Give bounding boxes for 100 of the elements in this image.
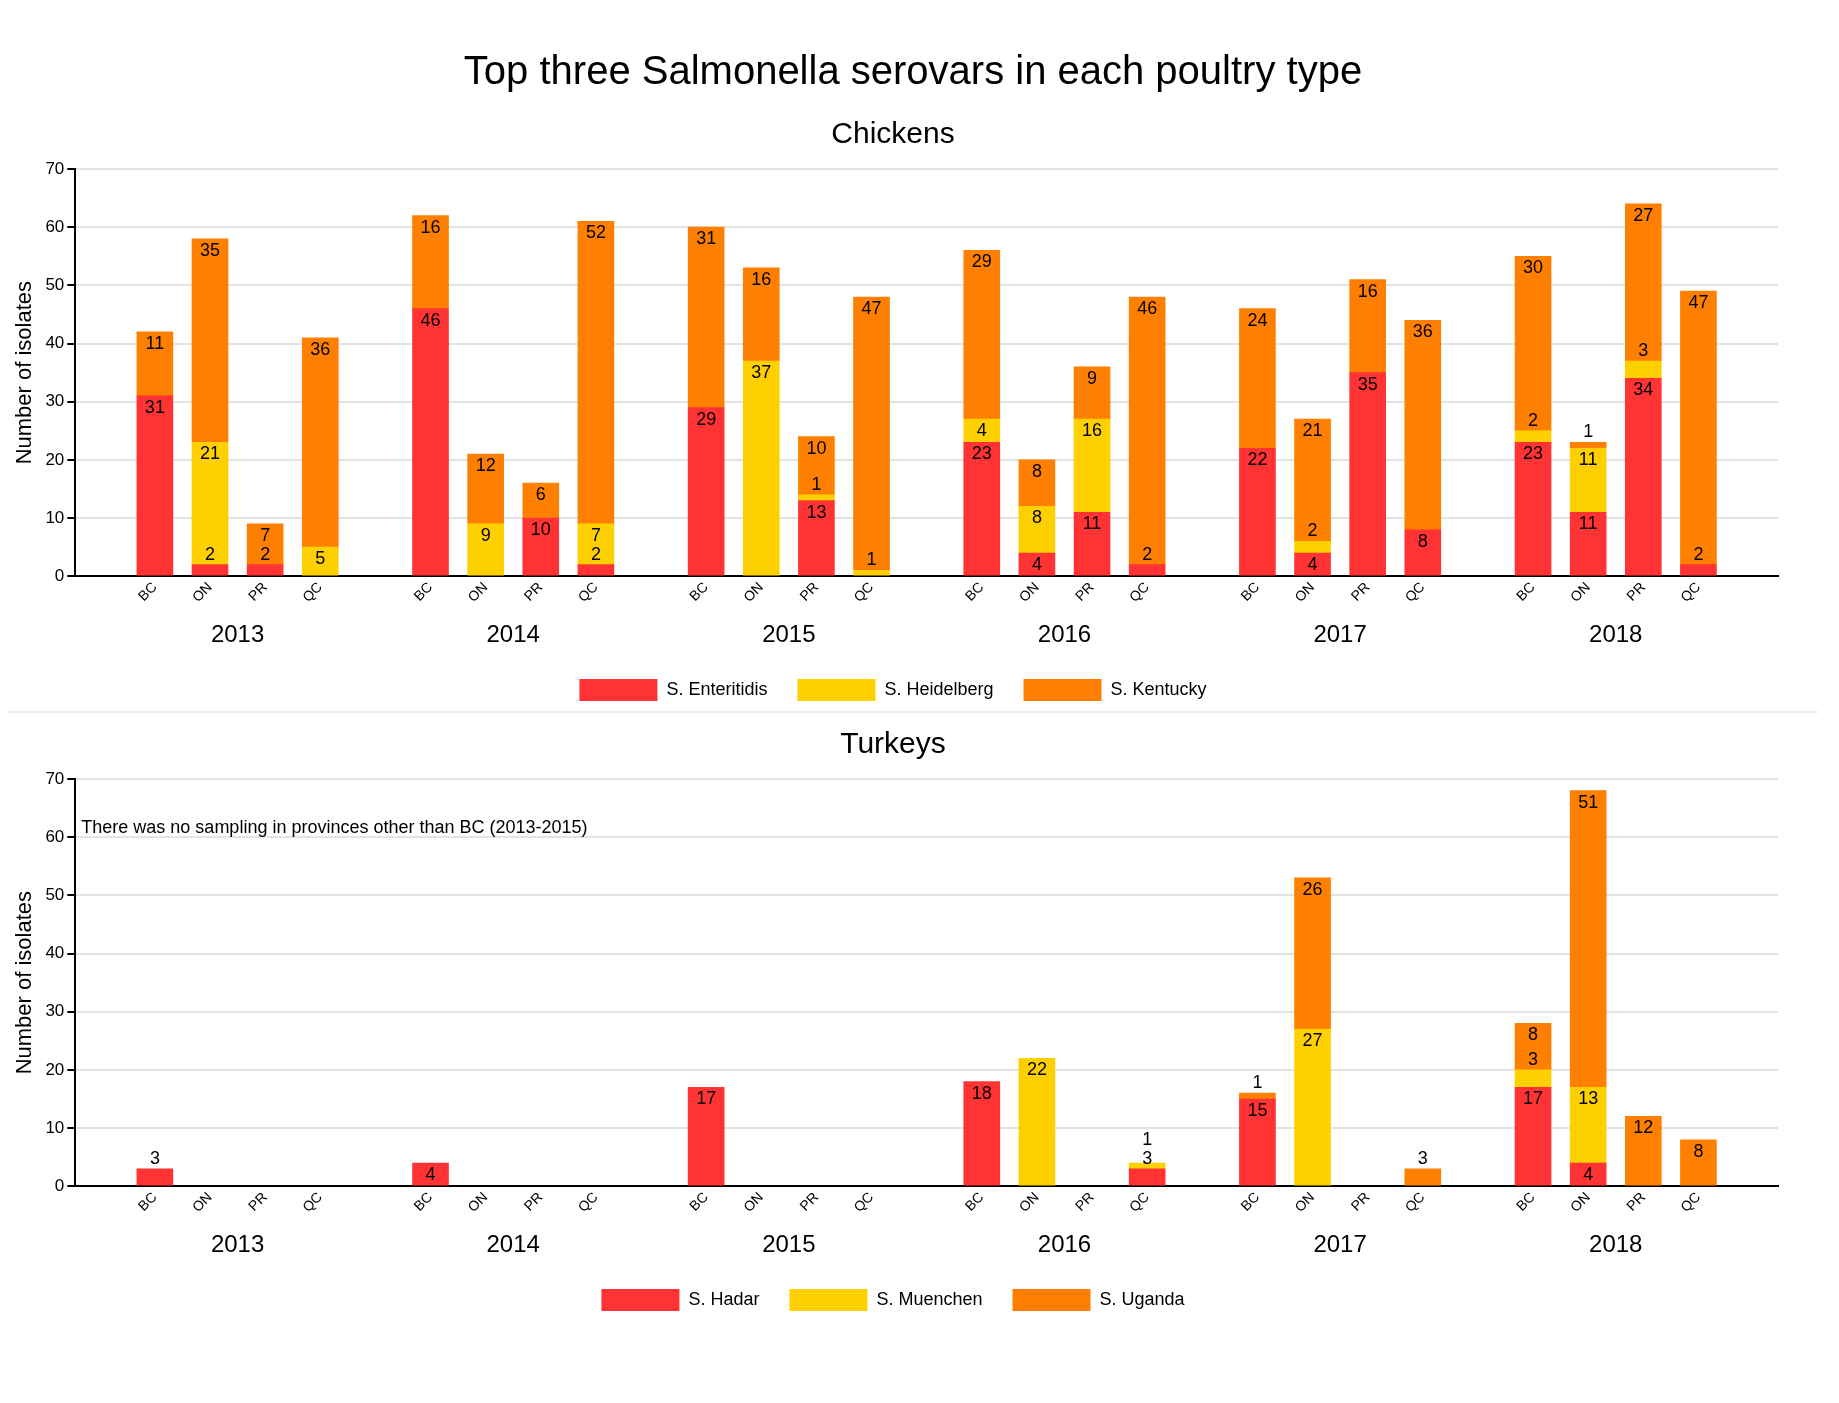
data-label: 22 bbox=[1026, 1059, 1047, 1080]
data-label: 1 bbox=[1583, 421, 1594, 442]
y-axis-title: Number of isolates bbox=[11, 280, 37, 465]
data-label: 35 bbox=[1357, 373, 1378, 394]
data-label: 36 bbox=[310, 338, 331, 359]
y-tick-label: 30 bbox=[45, 391, 65, 411]
legend-label: S. Heidelberg bbox=[884, 678, 994, 699]
x-tick-label: QC bbox=[1401, 578, 1428, 605]
data-label: 1 bbox=[866, 549, 877, 570]
data-label: 16 bbox=[1357, 280, 1378, 301]
y-tick-label: 40 bbox=[45, 333, 65, 353]
x-tick-label: BC bbox=[1237, 578, 1263, 604]
chart-subtitle: Chickens bbox=[831, 116, 955, 150]
y-tick-label: 60 bbox=[45, 826, 65, 846]
x-tick-label: BC bbox=[134, 1188, 160, 1214]
data-label: 3 bbox=[149, 1147, 160, 1168]
x-tick-label: PR bbox=[1623, 578, 1649, 604]
data-label: 6 bbox=[535, 484, 546, 505]
data-label: 11 bbox=[1578, 513, 1598, 534]
data-label: 1 bbox=[1252, 1072, 1263, 1093]
x-tick-label: BC bbox=[410, 1188, 436, 1214]
x-tick-label: PR bbox=[520, 1188, 546, 1214]
data-label: 31 bbox=[144, 396, 165, 417]
y-tick-label: 50 bbox=[45, 885, 65, 905]
data-label: 17 bbox=[696, 1088, 717, 1109]
data-label: 8 bbox=[1031, 507, 1042, 528]
x-tick-label: QC bbox=[1125, 578, 1153, 605]
y-tick-label: 50 bbox=[45, 275, 65, 295]
data-label: 2 bbox=[590, 543, 601, 564]
data-label: 16 bbox=[1082, 420, 1103, 441]
data-label: 35 bbox=[199, 239, 221, 260]
annotation: There was no sampling in provinces other than BC (2013-2015) bbox=[81, 816, 588, 837]
y-tick-label: 70 bbox=[45, 158, 65, 178]
x-tick-label: ON bbox=[188, 1188, 215, 1215]
legend-label: S. Enteritidis bbox=[666, 678, 768, 699]
data-label: 46 bbox=[1137, 297, 1158, 318]
data-label: 8 bbox=[1417, 530, 1428, 551]
data-label: 26 bbox=[1302, 878, 1323, 899]
data-label: 4 bbox=[976, 420, 987, 441]
x-tick-label: PR bbox=[1347, 1188, 1373, 1214]
x-tick-label: PR bbox=[520, 578, 546, 604]
y-tick-label: 0 bbox=[54, 565, 65, 585]
data-label: 4 bbox=[425, 1163, 436, 1184]
data-label: 29 bbox=[696, 408, 717, 429]
x-tick-label: BC bbox=[1237, 1188, 1263, 1214]
data-label: 11 bbox=[145, 332, 165, 353]
data-label: 10 bbox=[530, 519, 551, 540]
data-label: 15 bbox=[1247, 1099, 1268, 1120]
x-tick-label: ON bbox=[1566, 1188, 1594, 1215]
x-tick-label: QC bbox=[850, 578, 877, 605]
data-label: 8 bbox=[1528, 1024, 1539, 1045]
text: 2018 bbox=[1589, 1229, 1643, 1257]
text: 2017 bbox=[1313, 619, 1367, 647]
x-tick-label: QC bbox=[850, 1188, 877, 1215]
y-tick-label: 30 bbox=[45, 1001, 65, 1021]
x-tick-label: QC bbox=[298, 1188, 326, 1215]
text: 2014 bbox=[486, 1229, 540, 1257]
y-tick-label: 10 bbox=[45, 1117, 65, 1137]
data-label: 29 bbox=[971, 251, 992, 272]
x-tick-label: QC bbox=[574, 578, 601, 605]
x-tick-label: PR bbox=[1071, 1188, 1097, 1214]
data-label: 7 bbox=[260, 524, 271, 545]
x-tick-label: QC bbox=[1677, 1188, 1704, 1215]
data-label: 13 bbox=[806, 501, 827, 522]
data-label: 36 bbox=[1412, 321, 1433, 342]
data-label: 9 bbox=[1087, 367, 1098, 388]
x-tick-label: QC bbox=[1125, 1188, 1153, 1215]
x-tick-label: ON bbox=[464, 578, 491, 605]
data-label: 8 bbox=[1693, 1140, 1704, 1161]
x-tick-label: BC bbox=[961, 1188, 987, 1214]
data-label: 2 bbox=[1693, 543, 1704, 564]
data-label: 22 bbox=[1247, 449, 1268, 470]
text: 2013 bbox=[210, 619, 265, 647]
x-tick-label: ON bbox=[1566, 578, 1594, 605]
text: 2015 bbox=[762, 619, 816, 647]
data-label: 16 bbox=[420, 216, 441, 237]
x-tick-label: ON bbox=[1015, 578, 1042, 605]
text: 2013 bbox=[210, 1229, 265, 1257]
x-tick-label: ON bbox=[464, 1188, 491, 1215]
x-tick-label: ON bbox=[1015, 1188, 1042, 1215]
text: 2014 bbox=[486, 619, 540, 647]
x-tick-label: BC bbox=[1512, 578, 1538, 604]
data-label: 27 bbox=[1302, 1030, 1323, 1051]
y-tick-label: 10 bbox=[45, 507, 65, 527]
x-tick-label: QC bbox=[298, 578, 326, 605]
data-label: 13 bbox=[1578, 1088, 1599, 1109]
x-tick-label: QC bbox=[1677, 578, 1704, 605]
data-label: 23 bbox=[971, 443, 992, 464]
data-label: 47 bbox=[861, 297, 882, 318]
data-label: 2 bbox=[1307, 520, 1318, 541]
x-tick-label: PR bbox=[796, 1188, 822, 1214]
x-tick-label: PR bbox=[1071, 578, 1097, 604]
data-label: 7 bbox=[590, 524, 601, 545]
x-tick-label: ON bbox=[1291, 578, 1318, 605]
data-label: 8 bbox=[1031, 460, 1042, 481]
data-label: 5 bbox=[315, 548, 326, 569]
x-tick-label: PR bbox=[244, 578, 270, 604]
data-label: 1 bbox=[1142, 1128, 1153, 1149]
data-label: 52 bbox=[585, 222, 606, 243]
text: 2018 bbox=[1589, 619, 1643, 647]
